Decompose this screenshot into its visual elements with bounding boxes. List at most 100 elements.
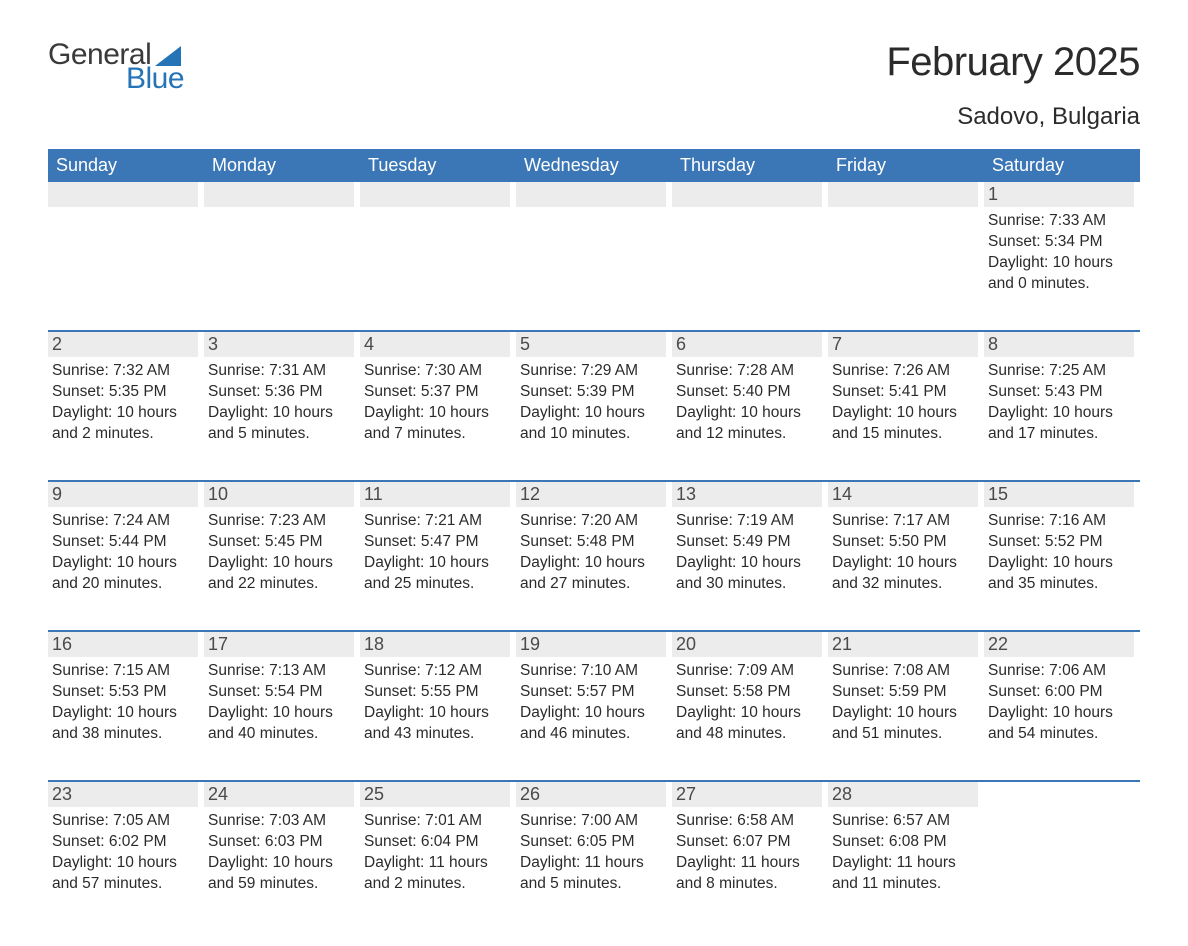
calendar-cell-empty: 0 bbox=[48, 182, 204, 306]
page-header: General Blue February 2025 Sadovo, Bulga… bbox=[48, 40, 1140, 131]
sunrise-line: Sunrise: 7:01 AM bbox=[364, 811, 510, 832]
daylight-line: Daylight: 10 hours and 12 minutes. bbox=[676, 403, 822, 445]
sunset-line: Sunset: 6:02 PM bbox=[52, 832, 198, 853]
daylight-line: Daylight: 10 hours and 25 minutes. bbox=[364, 553, 510, 595]
calendar-cell-empty: 0 bbox=[360, 182, 516, 306]
day-number-band: 0 bbox=[516, 182, 666, 207]
day-number-band: 0 bbox=[48, 182, 198, 207]
sunset-line: Sunset: 5:40 PM bbox=[676, 382, 822, 403]
sunrise-line: Sunrise: 6:58 AM bbox=[676, 811, 822, 832]
day-number-band: 0 bbox=[984, 782, 1134, 807]
calendar-cell-day-14: 14Sunrise: 7:17 AMSunset: 5:50 PMDayligh… bbox=[828, 482, 984, 606]
sunset-line: Sunset: 5:39 PM bbox=[520, 382, 666, 403]
week-row: 23Sunrise: 7:05 AMSunset: 6:02 PMDayligh… bbox=[48, 780, 1140, 906]
day-number-band: 13 bbox=[672, 482, 822, 507]
daylight-line: Daylight: 10 hours and 20 minutes. bbox=[52, 553, 198, 595]
daylight-line: Daylight: 10 hours and 17 minutes. bbox=[988, 403, 1134, 445]
day-number: 12 bbox=[520, 484, 540, 504]
day-number-band: 0 bbox=[360, 182, 510, 207]
calendar-page: General Blue February 2025 Sadovo, Bulga… bbox=[0, 0, 1188, 946]
sunrise-line: Sunrise: 7:10 AM bbox=[520, 661, 666, 682]
sunrise-line: Sunrise: 7:00 AM bbox=[520, 811, 666, 832]
location-label: Sadovo, Bulgaria bbox=[886, 103, 1140, 131]
day-number-band: 17 bbox=[204, 632, 354, 657]
calendar-cell-day-12: 12Sunrise: 7:20 AMSunset: 5:48 PMDayligh… bbox=[516, 482, 672, 606]
calendar-cell-day-28: 28Sunrise: 6:57 AMSunset: 6:08 PMDayligh… bbox=[828, 782, 984, 906]
sunset-line: Sunset: 5:41 PM bbox=[832, 382, 978, 403]
daylight-line: Daylight: 10 hours and 15 minutes. bbox=[832, 403, 978, 445]
brand-word-2: Blue bbox=[126, 64, 185, 94]
calendar-cell-day-10: 10Sunrise: 7:23 AMSunset: 5:45 PMDayligh… bbox=[204, 482, 360, 606]
daylight-line: Daylight: 10 hours and 7 minutes. bbox=[364, 403, 510, 445]
sunrise-line: Sunrise: 7:26 AM bbox=[832, 361, 978, 382]
sunset-line: Sunset: 5:47 PM bbox=[364, 532, 510, 553]
sunset-line: Sunset: 5:59 PM bbox=[832, 682, 978, 703]
day-details: Sunrise: 7:00 AMSunset: 6:05 PMDaylight:… bbox=[516, 811, 666, 895]
day-number-band: 0 bbox=[828, 182, 978, 207]
week-row: 16 Sunrise: 7:15 AMSunset: 5:53 PMDayligh… bbox=[48, 630, 1140, 756]
day-number: 3 bbox=[208, 334, 218, 354]
day-number-band: 16 bbox=[48, 632, 198, 657]
calendar-cell-day-24: 24Sunrise: 7:03 AMSunset: 6:03 PMDayligh… bbox=[204, 782, 360, 906]
day-number: 27 bbox=[676, 784, 696, 804]
sunset-line: Sunset: 5:58 PM bbox=[676, 682, 822, 703]
days-of-week-header: SundayMondayTuesdayWednesdayThursdayFrid… bbox=[48, 149, 1140, 182]
calendar-cell-day-7: 7Sunrise: 7:26 AMSunset: 5:41 PMDaylight… bbox=[828, 332, 984, 456]
day-details: Sunrise: 7:15 AMSunset: 5:53 PMDaylight:… bbox=[48, 661, 198, 745]
sunset-line: Sunset: 5:48 PM bbox=[520, 532, 666, 553]
sunset-line: Sunset: 6:07 PM bbox=[676, 832, 822, 853]
sunrise-line: Sunrise: 7:20 AM bbox=[520, 511, 666, 532]
day-number-band: 10 bbox=[204, 482, 354, 507]
sunrise-line: Sunrise: 7:25 AM bbox=[988, 361, 1134, 382]
day-details: Sunrise: 7:08 AMSunset: 5:59 PMDaylight:… bbox=[828, 661, 978, 745]
sunset-line: Sunset: 6:04 PM bbox=[364, 832, 510, 853]
day-number-band: 8 bbox=[984, 332, 1134, 357]
day-number-band: 3 bbox=[204, 332, 354, 357]
daylight-line: Daylight: 10 hours and 30 minutes. bbox=[676, 553, 822, 595]
day-number-band: 20 bbox=[672, 632, 822, 657]
daylight-line: Daylight: 10 hours and 5 minutes. bbox=[208, 403, 354, 445]
day-number-band: 18 bbox=[360, 632, 510, 657]
day-details: Sunrise: 7:28 AMSunset: 5:40 PMDaylight:… bbox=[672, 361, 822, 445]
day-number: 1 bbox=[988, 184, 998, 204]
sunset-line: Sunset: 5:52 PM bbox=[988, 532, 1134, 553]
calendar-cell-day-27: 27 Sunrise: 6:58 AMSunset: 6:07 PMDayligh… bbox=[672, 782, 828, 906]
dow-tuesday: Tuesday bbox=[360, 149, 516, 182]
daylight-line: Daylight: 10 hours and 2 minutes. bbox=[52, 403, 198, 445]
daylight-line: Daylight: 10 hours and 54 minutes. bbox=[988, 703, 1134, 745]
sunrise-line: Sunrise: 7:29 AM bbox=[520, 361, 666, 382]
calendar-cell-empty: 0 bbox=[516, 182, 672, 306]
sunrise-line: Sunrise: 7:31 AM bbox=[208, 361, 354, 382]
sunset-line: Sunset: 6:05 PM bbox=[520, 832, 666, 853]
calendar-cell-day-25: 25Sunrise: 7:01 AMSunset: 6:04 PMDayligh… bbox=[360, 782, 516, 906]
sunrise-line: Sunrise: 7:21 AM bbox=[364, 511, 510, 532]
daylight-line: Daylight: 11 hours and 8 minutes. bbox=[676, 853, 822, 895]
day-number: 9 bbox=[52, 484, 62, 504]
day-number: 15 bbox=[988, 484, 1008, 504]
daylight-line: Daylight: 10 hours and 38 minutes. bbox=[52, 703, 198, 745]
brand-logo: General Blue bbox=[48, 40, 185, 94]
day-details: Sunrise: 6:58 AMSunset: 6:07 PMDaylight:… bbox=[672, 811, 822, 895]
calendar-cell-day-4: 4Sunrise: 7:30 AMSunset: 5:37 PMDaylight… bbox=[360, 332, 516, 456]
calendar-cell-empty: 0 bbox=[828, 182, 984, 306]
calendar-cell-day-20: 20Sunrise: 7:09 AMSunset: 5:58 PMDayligh… bbox=[672, 632, 828, 756]
calendar-cell-empty: 0 bbox=[672, 182, 828, 306]
day-number: 5 bbox=[520, 334, 530, 354]
day-number-band: 26 bbox=[516, 782, 666, 807]
day-number: 6 bbox=[676, 334, 686, 354]
day-number-band: 22 bbox=[984, 632, 1134, 657]
sunset-line: Sunset: 5:55 PM bbox=[364, 682, 510, 703]
daylight-line: Daylight: 10 hours and 35 minutes. bbox=[988, 553, 1134, 595]
day-number: 17 bbox=[208, 634, 228, 654]
dow-saturday: Saturday bbox=[984, 149, 1140, 182]
day-number: 13 bbox=[676, 484, 696, 504]
calendar-grid: SundayMondayTuesdayWednesdayThursdayFrid… bbox=[48, 149, 1140, 906]
day-details: Sunrise: 7:32 AMSunset: 5:35 PMDaylight:… bbox=[48, 361, 198, 445]
day-details: Sunrise: 7:21 AMSunset: 5:47 PMDaylight:… bbox=[360, 511, 510, 595]
calendar-cell-day-15: 15Sunrise: 7:16 AMSunset: 5:52 PMDayligh… bbox=[984, 482, 1140, 606]
week-row: 2Sunrise: 7:32 AMSunset: 5:35 PMDaylight… bbox=[48, 330, 1140, 456]
calendar-cell-day-5: 5Sunrise: 7:29 AMSunset: 5:39 PMDaylight… bbox=[516, 332, 672, 456]
sunset-line: Sunset: 5:43 PM bbox=[988, 382, 1134, 403]
sunset-line: Sunset: 5:44 PM bbox=[52, 532, 198, 553]
calendar-cell-day-1: 1Sunrise: 7:33 AMSunset: 5:34 PMDaylight… bbox=[984, 182, 1140, 306]
